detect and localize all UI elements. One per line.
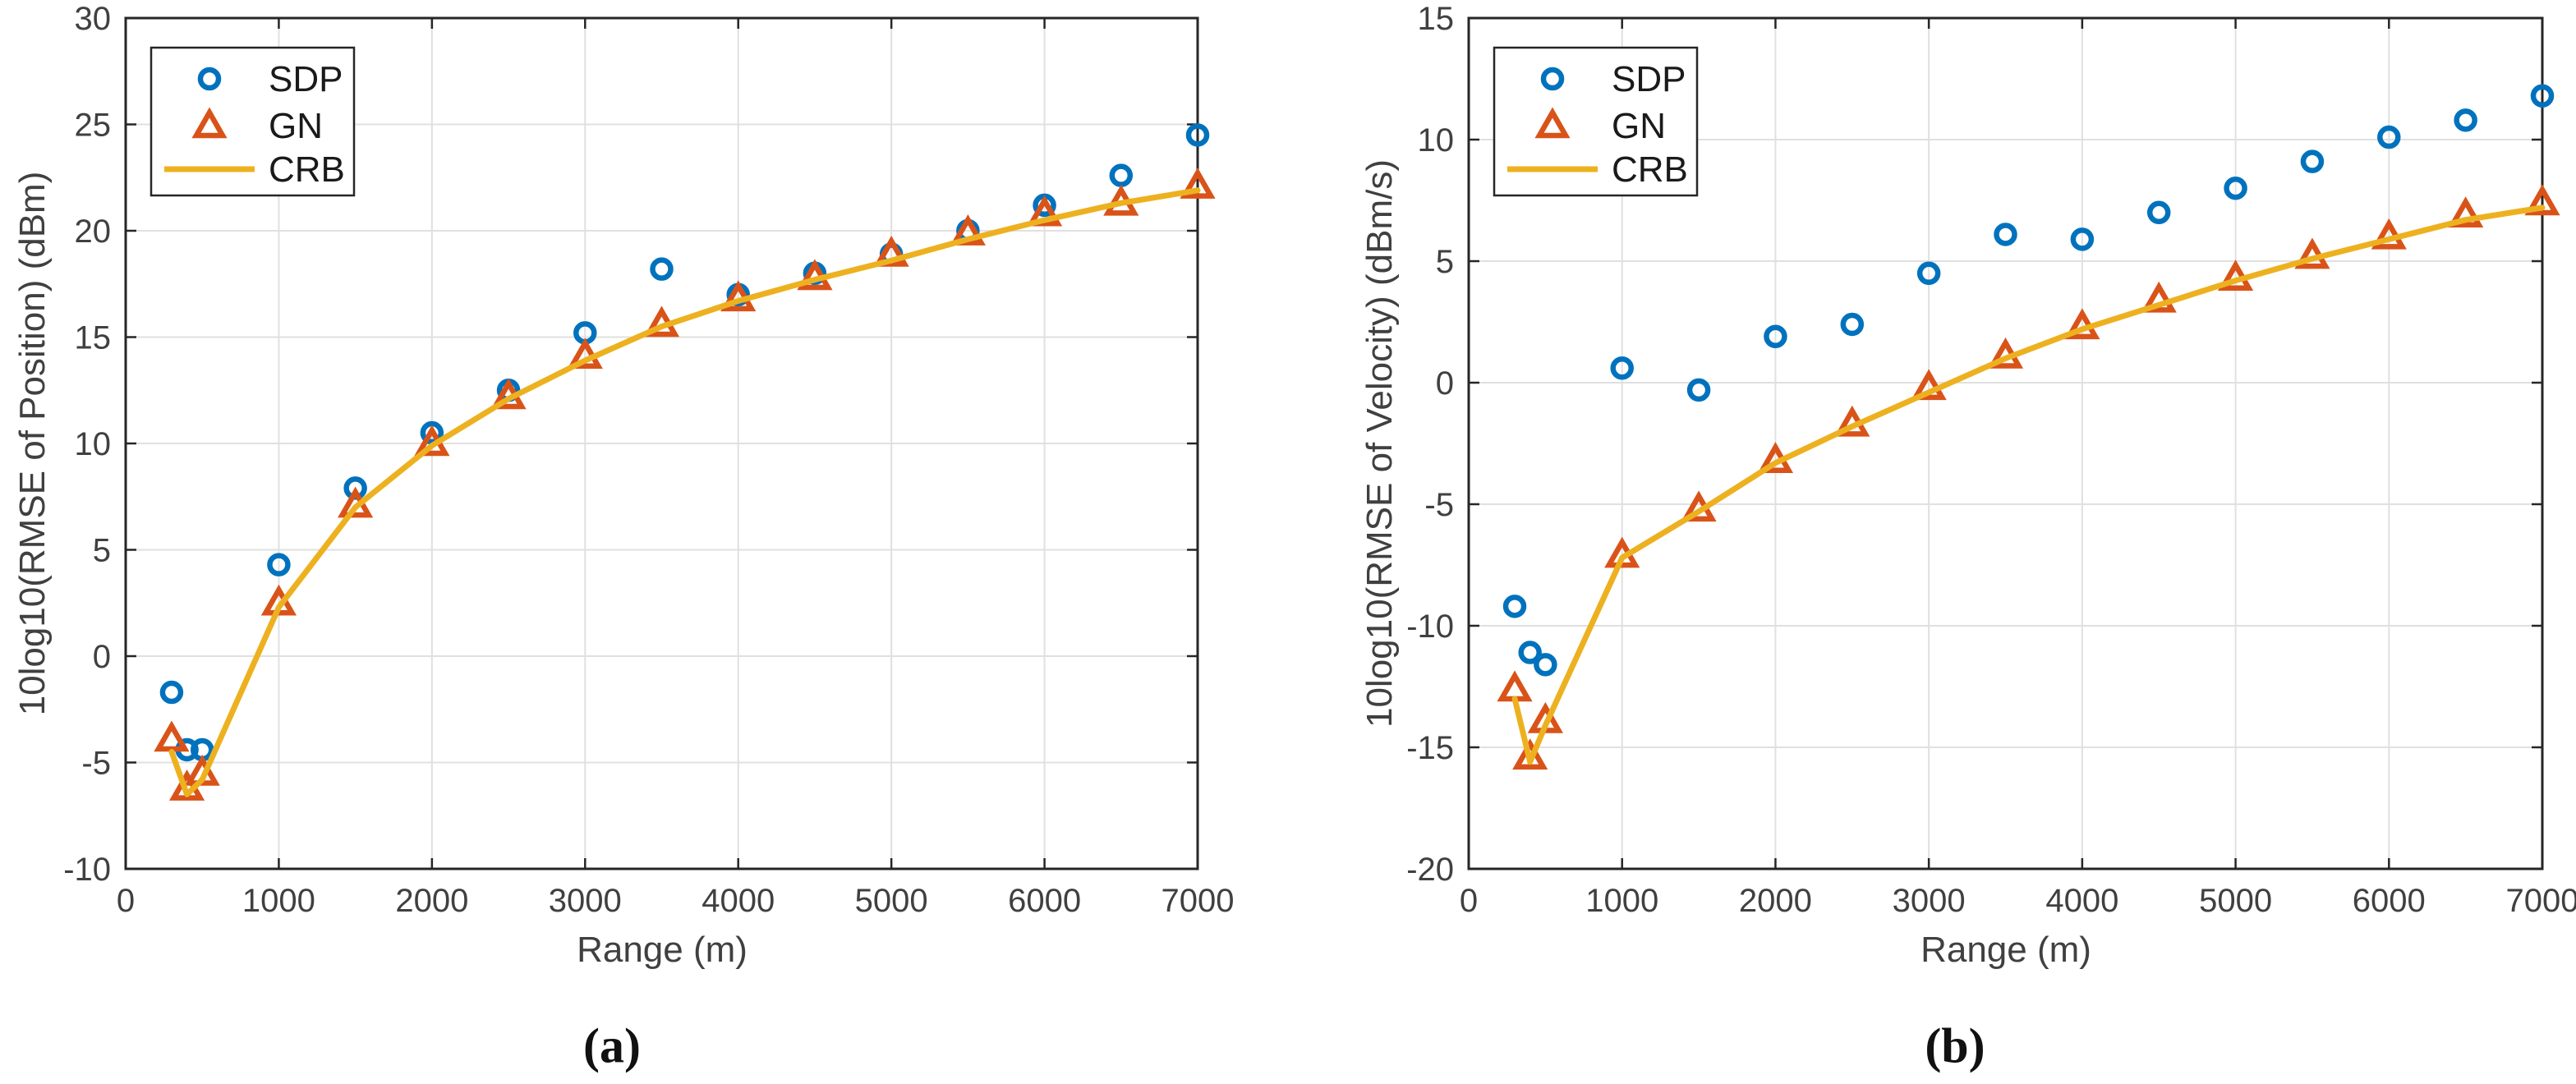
gn-marker: [1911, 369, 1947, 401]
sdp-marker: [159, 680, 184, 705]
legend-gn-marker: [191, 107, 228, 139]
x-tick-label: 1000: [242, 883, 315, 919]
sdp-marker: [2070, 227, 2095, 251]
sdp-marker: [1916, 261, 1941, 286]
y-tick-label: 25: [75, 108, 112, 144]
y-tick-label: 20: [75, 214, 112, 250]
x-axis-label-a: Range (m): [577, 930, 748, 970]
gn-marker: [950, 214, 986, 246]
gn-marker: [2524, 184, 2560, 216]
gn-marker: [1026, 195, 1063, 227]
sdp-marker: [2146, 200, 2171, 225]
sdp-marker: [2530, 84, 2555, 108]
sdp-marker: [1518, 641, 1542, 664]
x-tick-label: 4000: [702, 883, 775, 919]
y-axis-label-a: 10log10(RMSE of Position) (dBm): [12, 171, 53, 716]
x-tick-label: 0: [117, 883, 135, 919]
sdp-marker: [1109, 163, 1134, 187]
sdp-marker: [420, 420, 444, 445]
legend-label: GN: [1612, 106, 1666, 146]
panel-b: 0 1000 2000 3000 4000 5000 6000 7000 -20 -15 -10 -5…: [1288, 0, 2576, 1084]
y-tick-label: 5: [93, 533, 111, 569]
legend-gn-marker: [1534, 107, 1571, 139]
sdp-marker: [1185, 123, 1210, 147]
sdp-marker: [2300, 149, 2325, 173]
x-tick-label: 3000: [1893, 883, 1966, 919]
sdp-marker: [650, 257, 674, 281]
gn-marker: [2448, 196, 2484, 228]
y-tick-label: 5: [1436, 244, 1454, 280]
gn-marker: [154, 720, 190, 752]
sdp-marker: [267, 553, 291, 576]
y-tick-label: 30: [75, 1, 112, 37]
y-tick-label: -10: [1406, 609, 1454, 645]
legend-label: CRB: [269, 149, 345, 190]
sdp-marker: [1686, 378, 1711, 402]
y-tick-label: -5: [81, 746, 111, 782]
x-tick-label: 7000: [1162, 883, 1235, 919]
x-tick-label: 6000: [1008, 883, 1081, 919]
legend-label: CRB: [1612, 149, 1688, 190]
legend-sdp-marker: [197, 67, 222, 91]
panel-a: 0 1000 2000 3000 4000 5000 6000 7000 -10 -5 0 5 10 15…: [12, 1, 1235, 1073]
caption-b: (b): [1925, 1018, 1985, 1073]
x-tick-label: 5000: [2199, 883, 2272, 919]
crb-line: [168, 187, 1201, 797]
x-tick-label: 1000: [1585, 883, 1658, 919]
legend-label: SDP: [1612, 59, 1686, 99]
gn-marker: [1497, 670, 1533, 702]
y-tick-label: -10: [63, 852, 111, 888]
x-tick-label: 5000: [855, 883, 928, 919]
x-tick-label: 2000: [1739, 883, 1812, 919]
y-tick-label: 15: [75, 320, 112, 356]
chart-b-svg: 0 1000 2000 3000 4000 5000 6000 7000 -20 -15 -10 -5…: [1406, 1, 2576, 919]
sdp-marker: [1840, 312, 1865, 337]
crb-line: [1511, 204, 2546, 765]
sdp-marker: [1610, 356, 1634, 380]
legend-label: GN: [269, 106, 323, 146]
gn-marker: [1180, 168, 1216, 199]
y-tick-label: -15: [1406, 730, 1454, 766]
sdp-marker: [1994, 223, 2017, 246]
chart-a-svg: 0 1000 2000 3000 4000 5000 6000 7000 -10 -5 0 5 10 15…: [63, 1, 1235, 919]
y-tick-label: 10: [1418, 122, 1455, 158]
y-tick-label: 10: [75, 426, 112, 462]
x-tick-label: 2000: [395, 883, 468, 919]
x-tick-label: 4000: [2045, 883, 2118, 919]
gn-marker: [873, 235, 909, 267]
sdp-marker: [1534, 653, 1557, 677]
sdp-marker: [2224, 176, 2247, 200]
sdp-marker: [2377, 125, 2401, 149]
x-tick-label: 7000: [2506, 883, 2576, 919]
sdp-marker: [1764, 324, 1787, 349]
x-tick-label: 0: [1460, 883, 1478, 919]
gn-marker: [2141, 281, 2177, 313]
y-axis-label-b: 10log10(RMSE of Velocity) (dBm/s): [1359, 158, 1400, 728]
legend-label: SDP: [269, 59, 343, 99]
y-tick-label: 0: [1436, 365, 1454, 402]
y-tick-label: -20: [1406, 852, 1454, 888]
y-tick-label: 15: [1418, 1, 1455, 37]
sdp-marker: [1502, 595, 1527, 618]
x-axis-label-b: Range (m): [1920, 930, 2091, 970]
sdp-marker: [2454, 108, 2477, 132]
x-tick-label: 3000: [549, 883, 622, 919]
axis-box: [1467, 16, 2544, 870]
x-tick-label: 6000: [2353, 883, 2426, 919]
legend-sdp-marker: [1540, 67, 1565, 91]
y-tick-label: -5: [1424, 487, 1454, 523]
caption-a: (a): [583, 1018, 641, 1073]
gn-marker: [1512, 738, 1548, 770]
y-tick-label: 0: [93, 639, 111, 675]
